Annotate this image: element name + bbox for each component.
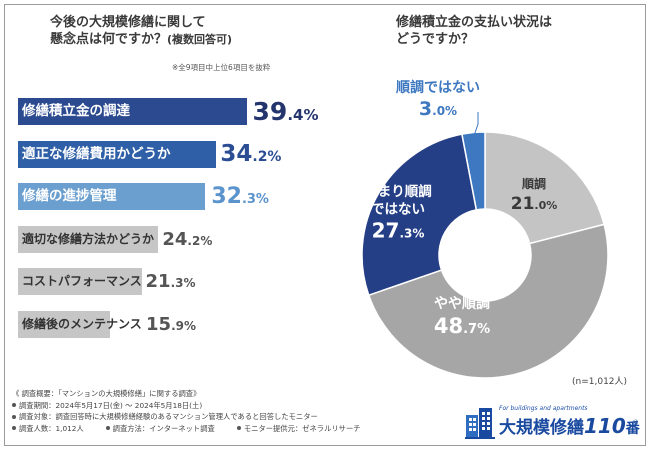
bar-row: 修繕の進捗管理 32.3% bbox=[18, 183, 348, 210]
footer-method: 調査方法：インターネット調査 bbox=[112, 423, 215, 433]
bar bbox=[18, 98, 247, 125]
sample-size-note: (n=1,012人) bbox=[572, 377, 628, 387]
bar-category-label: 修繕積立金の調達 bbox=[22, 103, 130, 119]
bar-row: 修繕積立金の調達 39.4% bbox=[18, 98, 348, 125]
footer-count: 調査人数：1,012人 bbox=[19, 423, 84, 433]
bar-chart-title-line1: 今後の大規模修繕に関して bbox=[50, 15, 206, 30]
bar-chart-title-line2: 懸念点は何ですか？(複数回答可) bbox=[50, 31, 232, 48]
footer-provider: モニター提供元：ゼネラルリサーチ bbox=[243, 423, 361, 433]
footer-period: 調査期間：2024年5月17日(金) ～ 2024年5月18日(土) bbox=[19, 400, 203, 410]
bar bbox=[18, 225, 159, 253]
bar bbox=[18, 268, 142, 295]
bar-category-label: コストパフォーマンス bbox=[22, 274, 142, 288]
bar bbox=[18, 183, 206, 210]
bar-row: コストパフォーマンス 21.3% bbox=[18, 268, 348, 295]
logo-tagline: For buildings and apartments bbox=[499, 405, 588, 412]
bar-value-label: 24.2% bbox=[162, 228, 213, 250]
bar bbox=[18, 310, 111, 338]
footer-meta-line: 調査人数：1,012人 調査方法：インターネット調査 モニター提供元：ゼネラルリサー… bbox=[12, 423, 361, 435]
bar-chart-question: 今後の大規模修繕に関して 懸念点は何ですか？(複数回答可) bbox=[50, 14, 232, 48]
bar-value-label: 15.9% bbox=[146, 313, 196, 335]
bar-chart-title-main: 懸念点は何ですか？ bbox=[50, 32, 168, 47]
brand-logo[interactable]: For buildings and apartments 大規模修繕110番 ® bbox=[463, 404, 643, 440]
bar-row: 適正な修繕費用かどうか 34.2% bbox=[18, 140, 348, 168]
bullet-icon bbox=[12, 414, 16, 419]
bar-chart-title-suffix: (複数回答可) bbox=[167, 33, 233, 46]
bar-value-label: 21.3% bbox=[145, 271, 196, 292]
survey-footer: 《 調査概要：「マンションの大規模修繕」に関する調査》 調査期間：2024年5月… bbox=[12, 388, 361, 434]
bar bbox=[18, 140, 217, 168]
bar-value-label: 32.3% bbox=[211, 184, 269, 209]
logo-suffix: 番 bbox=[625, 421, 640, 437]
bar-value-label: 34.2% bbox=[220, 140, 282, 167]
bar-category-label: 修繕の進捗管理 bbox=[22, 188, 117, 204]
logo-registered-mark: ® bbox=[632, 419, 639, 427]
footer-target: 調査対象：調査回答時に大規模修繕経験のあるマンション管理人であると回答したモニタ… bbox=[19, 412, 318, 421]
logo-wordmark: 大規模修繕110番 bbox=[499, 413, 640, 438]
logo-name: 大規模修繕 bbox=[499, 418, 584, 438]
bar-value-label: 39.4% bbox=[252, 97, 319, 126]
footer-target-line: 調査対象：調査回答時に大規模修繕経験のあるマンション管理人であると回答したモニタ… bbox=[12, 411, 361, 423]
bar-row: 修繕後のメンテナンス 15.9% bbox=[18, 310, 348, 338]
pie-chart-title-line2: どうですか？ bbox=[396, 32, 475, 47]
bullet-icon bbox=[236, 426, 241, 430]
footer-title: 《 調査概要：「マンションの大規模修繕」に関する調査》 bbox=[12, 389, 201, 398]
bar-row: 適切な修繕方法かどうか 24.2% bbox=[18, 225, 348, 253]
bar-chart-note: ※全9項目中上位6項目を抜粋 bbox=[172, 63, 271, 72]
bar-category-label: 適正な修繕費用かどうか bbox=[22, 145, 171, 162]
logo-number: 110 bbox=[584, 414, 626, 438]
footer-period-line: 調査期間：2024年5月17日(金) ～ 2024年5月18日(土) bbox=[12, 400, 361, 412]
bullet-icon bbox=[12, 403, 16, 407]
building-icon bbox=[465, 408, 495, 439]
pie-chart-question: 修繕積立金の支払い状況は どうですか？ bbox=[396, 14, 552, 48]
pie-chart-title-line1: 修繕積立金の支払い状況は bbox=[396, 15, 553, 30]
bar-category-label: 修繕後のメンテナンス bbox=[22, 316, 142, 331]
bullet-icon bbox=[105, 426, 110, 430]
bar-category-label: 適切な修繕方法かどうか bbox=[22, 231, 155, 246]
bullet-icon bbox=[12, 426, 16, 430]
